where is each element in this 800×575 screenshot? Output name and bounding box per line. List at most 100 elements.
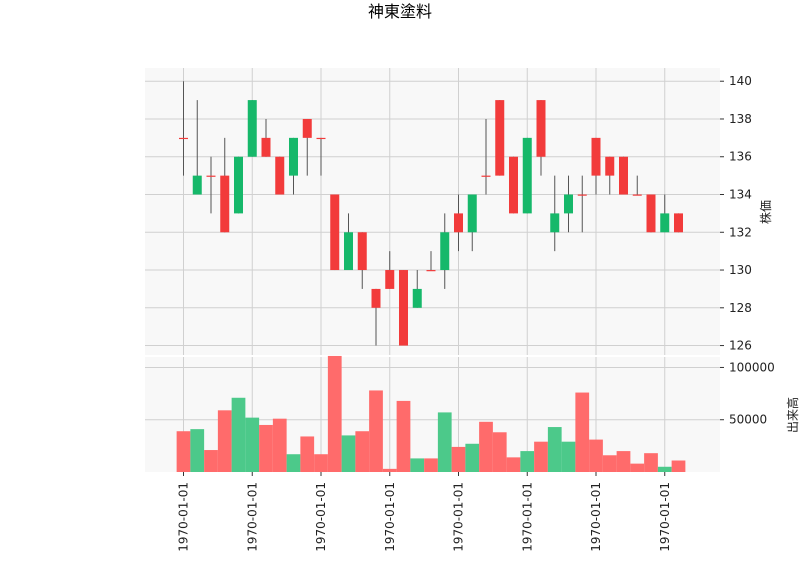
volume-bar [217,410,232,472]
volume-bar [451,446,466,472]
volume-bar [355,431,370,472]
x-tick-label: 1970-01-01 [383,482,397,552]
volume-bar [506,457,521,472]
candle-body-down [179,137,188,140]
volume-bar [561,441,576,472]
x-tick-label: 1970-01-01 [589,482,603,552]
candle-body-down [371,288,381,308]
candle-body-down [302,118,312,138]
volume-bar [657,466,672,472]
chart-title: 神東塗料 [368,2,432,21]
candle-body-down [605,156,615,176]
candle-body-down [385,270,395,289]
volume-bar [589,439,603,472]
x-tick-label: 1970-01-01 [520,482,534,552]
price-tick-label: 128 [729,301,752,315]
candle-body-down [454,213,463,233]
price-tick-label: 126 [729,339,752,353]
candle-body-down [399,270,408,346]
volume-bar [479,421,493,472]
volume-bar [327,355,342,472]
candle-body-up [234,156,243,214]
price-tick-label: 134 [729,188,752,202]
volume-bar [259,424,273,472]
candle-body-down [674,213,683,233]
candle-body-down [646,194,656,233]
volume-tick-label: 50000 [729,413,767,427]
volume-bar [286,454,301,472]
volume-bar [190,429,205,472]
volume-bar [616,451,631,472]
candle-body-down [509,156,518,214]
candle-body-down [495,100,505,176]
price-candles [179,81,683,346]
volume-bar [630,463,645,472]
candle-body-down [632,194,642,196]
candle-body-up [550,213,560,233]
volume-bar [341,435,356,472]
volume-axis-label: 出来高 [785,397,800,433]
candle-body-down [206,175,216,177]
price-tick-label: 130 [729,263,752,277]
x-tick-label: 1970-01-01 [452,482,466,552]
candle-body-down [426,270,436,272]
volume-bar [382,468,397,472]
candle-body-up [289,137,298,176]
candle-body-up [564,194,573,214]
candle-body-down [357,232,367,271]
volume-bar [204,450,218,472]
volume-bar [300,436,315,472]
candle-body-up [192,175,202,195]
volume-bars [176,355,686,472]
candle-body-down [275,156,285,195]
volume-bar [396,400,411,472]
price-axis-label: 株価 [758,200,773,224]
candle-body-up [412,288,422,308]
volume-bar [671,460,686,472]
volume-bar [245,417,260,472]
volume-bar [644,453,658,472]
volume-bar [410,458,425,472]
volume-bar [424,458,438,472]
price-axis-ticks: 126 128 130 132 134 136 138 140 [720,74,752,353]
candle-body-up [467,194,477,233]
x-axis-ticks: 1970-01-01 1970-01-01 1970-01-01 1970-01-01… [177,472,672,552]
x-tick-label: 1970-01-01 [314,482,328,552]
candle-body-up [522,137,532,214]
volume-bar [520,451,535,472]
volume-bar [465,443,480,472]
volume-bar [369,390,383,472]
candle-body-down [619,156,628,195]
x-tick-label: 1970-01-01 [177,482,191,552]
volume-bar [231,397,246,472]
price-tick-label: 138 [729,112,752,126]
volume-bar [534,441,548,472]
volume-bar [547,427,562,472]
candle-body-down [591,137,601,176]
volume-bar [272,418,287,472]
candle-body-down [316,137,326,140]
price-plot-background [145,68,720,355]
candle-body-down [577,194,587,196]
volume-bar [492,432,507,472]
volume-axis-ticks: 50000 100000 [720,360,775,427]
candle-body-up [660,213,670,233]
volume-tick-label: 100000 [729,360,775,374]
volume-panel: 50000 100000 出来高 [145,355,800,472]
candle-body-down [330,194,340,271]
candle-body-up [344,232,353,271]
x-tick-label: 1970-01-01 [245,482,259,552]
price-tick-label: 132 [729,225,752,239]
volume-bar [575,392,590,472]
volume-bar [314,454,328,472]
candle-body-down [220,175,230,233]
candle-body-down [261,137,271,157]
price-tick-label: 136 [729,150,752,164]
price-panel: 126 128 130 132 134 136 138 140 株価 [145,68,773,355]
candle-body-down [536,100,546,157]
candle-body-down [481,175,491,177]
candle-body-up [440,232,450,271]
price-tick-label: 140 [729,74,752,88]
volume-bar [437,412,452,472]
